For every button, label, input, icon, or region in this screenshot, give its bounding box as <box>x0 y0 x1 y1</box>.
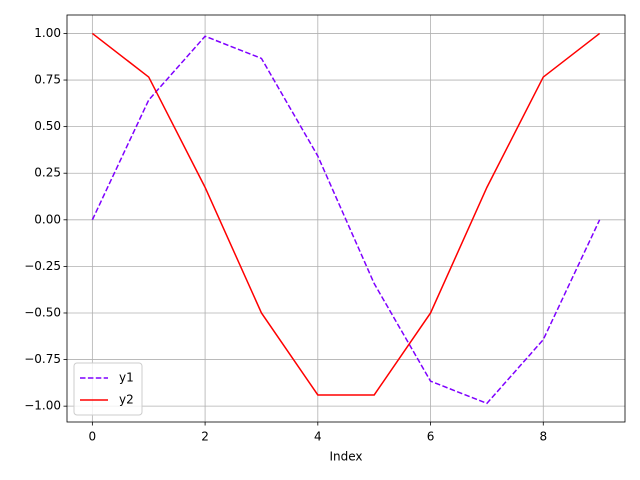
x-tick-label: 6 <box>427 430 435 444</box>
y-tick-label: −0.25 <box>24 259 61 273</box>
legend-label: y2 <box>119 393 134 407</box>
y-tick-label: −1.00 <box>24 399 61 413</box>
y-tick-label: 0.00 <box>34 212 61 226</box>
y-tick-label: 0.50 <box>34 119 61 133</box>
axes-frame <box>66 14 626 423</box>
y-tick-label: −0.75 <box>24 352 61 366</box>
x-axis-label: Index <box>329 450 362 464</box>
y-tick-label: 0.25 <box>34 166 61 180</box>
y-tick-label: 1.00 <box>34 26 61 40</box>
y-tick-label: 0.75 <box>34 73 61 87</box>
x-tick-label: 2 <box>201 430 209 444</box>
lines <box>91 32 601 405</box>
y-tick-label: −0.50 <box>24 305 61 319</box>
legend-label: y1 <box>119 371 134 385</box>
series-line <box>91 32 601 396</box>
legend-box <box>73 362 143 416</box>
x-tick-label: 0 <box>89 430 97 444</box>
series-line <box>91 35 601 405</box>
x-tick-label: 4 <box>314 430 322 444</box>
x-tick-label: 8 <box>539 430 547 444</box>
